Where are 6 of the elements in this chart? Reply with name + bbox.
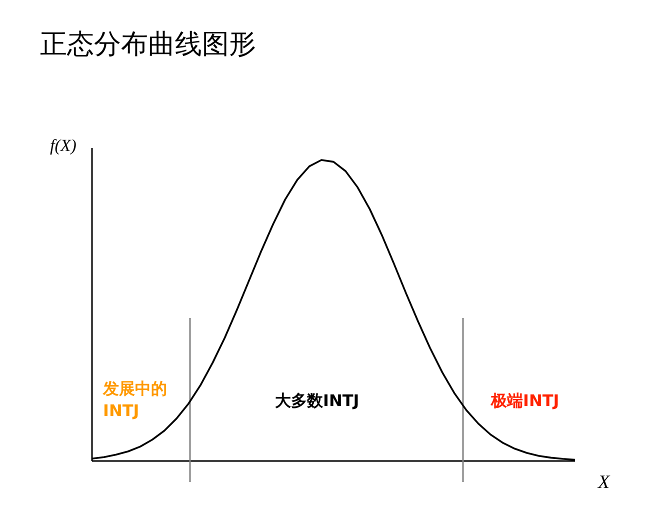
annotation: 大多数INTJ (275, 391, 360, 410)
chart-title: 正态分布曲线图形 (40, 29, 256, 60)
annotation: 极端INTJ (490, 391, 560, 410)
x-axis-title: X (597, 472, 611, 493)
annotation: 发展中的 INTJ (102, 379, 167, 420)
y-axis-title: f(X) (50, 136, 77, 155)
